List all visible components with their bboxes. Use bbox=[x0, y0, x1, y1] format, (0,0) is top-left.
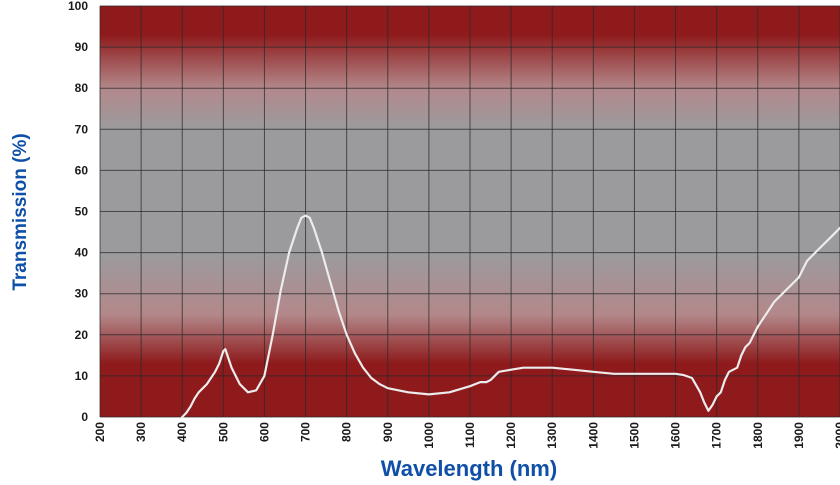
y-tick-label: 70 bbox=[75, 122, 89, 136]
series-layer bbox=[181, 214, 840, 419]
y-tick-label: 30 bbox=[75, 287, 89, 301]
x-tick-label: 1400 bbox=[586, 422, 600, 449]
series-line bbox=[181, 214, 840, 419]
x-tick-label: 300 bbox=[134, 422, 148, 442]
y-tick-label: 60 bbox=[75, 163, 89, 177]
x-tick-label: 900 bbox=[381, 422, 395, 442]
x-tick-label: 500 bbox=[216, 422, 230, 442]
x-tick-labels: 200 300 400 500 600 700 800 900 1000 1100 1200 1300… bbox=[93, 422, 840, 449]
x-tick-label: 600 bbox=[257, 422, 271, 442]
y-tick-label: 50 bbox=[75, 205, 89, 219]
y-tick-label: 100 bbox=[68, 0, 88, 13]
x-tick-label: 800 bbox=[340, 422, 354, 442]
y-tick-label: 80 bbox=[75, 81, 89, 95]
x-axis-title: Wavelength (nm) bbox=[381, 456, 557, 481]
x-tick-label: 700 bbox=[299, 422, 313, 442]
x-tick-label: 1300 bbox=[545, 422, 559, 449]
grid bbox=[99, 5, 840, 418]
x-tick-label: 1100 bbox=[463, 422, 477, 448]
y-axis-title: Transmission (%) bbox=[10, 133, 31, 290]
x-tick-label: 1700 bbox=[710, 422, 724, 449]
y-tick-label: 0 bbox=[81, 410, 88, 424]
x-tick-label: 1500 bbox=[627, 422, 641, 449]
x-tick-label: 400 bbox=[175, 422, 189, 442]
x-tick-label: 1900 bbox=[792, 422, 806, 449]
y-tick-label: 40 bbox=[75, 246, 89, 260]
y-tick-labels: 0 10 20 30 40 50 60 70 80 90 100 bbox=[68, 0, 88, 424]
x-tick-label: 1800 bbox=[751, 422, 765, 449]
x-tick-label: 1000 bbox=[422, 422, 436, 449]
y-tick-label: 90 bbox=[75, 40, 89, 54]
x-tick-label: 2000 bbox=[833, 422, 840, 449]
y-tick-label: 10 bbox=[75, 369, 89, 383]
x-tick-label: 200 bbox=[93, 422, 107, 442]
x-tick-label: 1200 bbox=[504, 422, 518, 449]
y-tick-label: 20 bbox=[75, 328, 89, 342]
x-tick-label: 1600 bbox=[669, 422, 683, 449]
